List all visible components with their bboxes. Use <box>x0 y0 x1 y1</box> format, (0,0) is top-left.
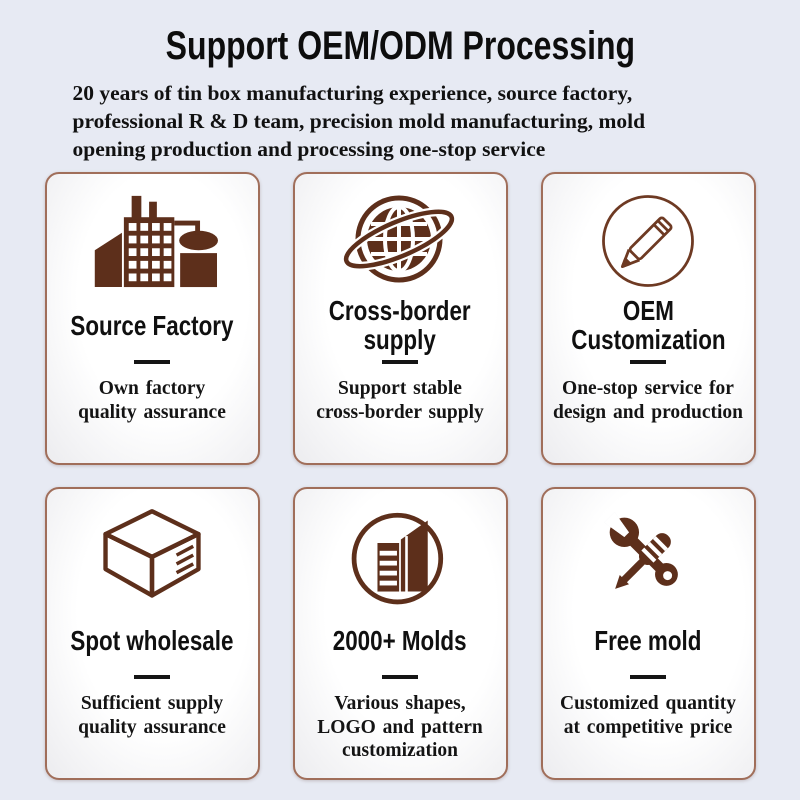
divider <box>134 359 170 364</box>
page-subtitle: 20 years of tin box manufacturing experi… <box>72 81 646 161</box>
card-source-factory: Source Factory Own factory quality assur… <box>44 171 260 465</box>
box-icon <box>95 503 209 609</box>
factory-icon <box>87 188 218 294</box>
card-description: Various shapes, LOGO and pattern customi… <box>317 692 483 762</box>
card-title: Cross-border supply <box>329 295 471 355</box>
card-oem-customization: OEM Customization One-stop service for d… <box>540 171 756 465</box>
card-spot-wholesale: Spot wholesale Sufficient supply quality… <box>44 486 260 780</box>
divider <box>134 674 170 679</box>
card-description: Sufficient supply quality assurance <box>78 692 226 738</box>
card-2000-molds: 2000+ Molds Various shapes, LOGO and pat… <box>292 486 508 780</box>
card-description: Support stable cross-border supply <box>316 377 484 423</box>
page-title: Support OEM/ODM Processing <box>0 0 800 68</box>
card-description: One-stop service for design and producti… <box>552 377 744 423</box>
divider <box>382 359 418 364</box>
page-title-text: Support OEM/ODM Processing <box>165 24 635 68</box>
divider <box>630 359 666 364</box>
divider <box>630 674 666 679</box>
card-title: OEM Customization <box>570 295 726 355</box>
divider <box>382 674 418 679</box>
card-title: 2000+ Molds <box>333 624 467 656</box>
card-cross-border-supply: Cross-border supply Support stable cross… <box>292 171 508 465</box>
globe-orbit-icon <box>337 188 463 294</box>
card-free-mold: Free mold Customized quantity at competi… <box>540 486 756 780</box>
building-circle-icon <box>348 503 452 609</box>
wrench-screwdriver-icon <box>595 503 701 609</box>
feature-grid: Source Factory Own factory quality assur… <box>0 171 800 780</box>
card-title: Spot wholesale <box>70 624 234 656</box>
card-title: Free mold <box>594 624 702 656</box>
card-title: Source Factory <box>70 309 234 341</box>
card-description: Own factory quality assurance <box>78 377 226 423</box>
pencil-circle-icon <box>597 188 699 294</box>
card-description: Customized quantity at competitive price <box>560 692 736 738</box>
